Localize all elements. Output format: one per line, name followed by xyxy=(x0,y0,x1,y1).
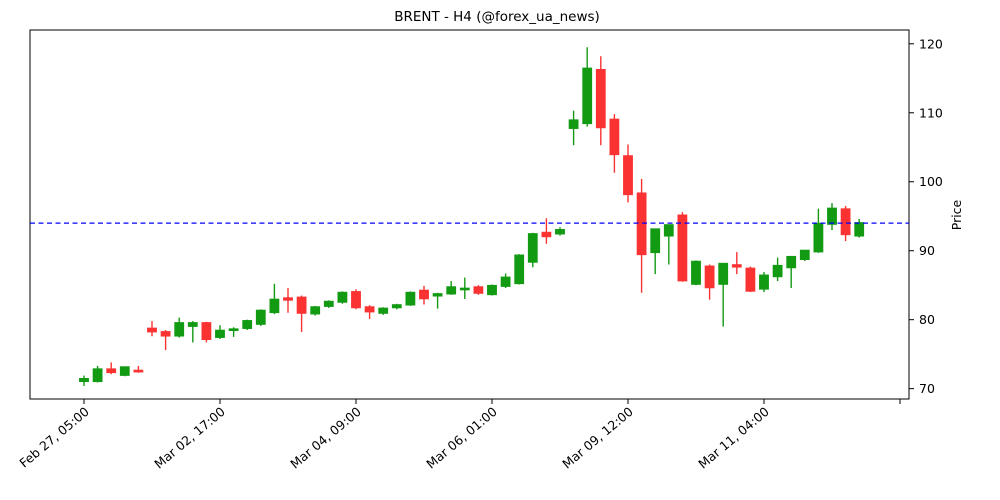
candle-body-up xyxy=(269,298,280,314)
candle-body-up xyxy=(187,322,198,327)
plot-area: 70 80 90 100 110 120 Price Feb 27, 05:00 Mar 02,… xyxy=(16,29,964,472)
y-tick-label: 90 xyxy=(919,243,935,258)
candle-body-up xyxy=(432,293,443,297)
candle-body-up xyxy=(718,262,729,285)
candle-body-up xyxy=(174,322,185,337)
candle-body-down xyxy=(609,118,620,156)
candle-body-up xyxy=(786,255,797,269)
candle-body-up xyxy=(663,224,674,237)
x-tick-label: Mar 11, 04:00 xyxy=(695,404,772,472)
candle-body-up xyxy=(759,274,769,290)
y-tick-label: 120 xyxy=(919,36,943,51)
candle-body-up xyxy=(568,119,579,129)
x-tick-label: Mar 06, 01:00 xyxy=(423,404,500,472)
y-tick-label: 110 xyxy=(919,105,943,120)
candle-body-up xyxy=(228,328,239,332)
candle-body-up xyxy=(242,320,253,329)
candle-body-down xyxy=(745,267,756,292)
candle-body-up xyxy=(500,276,511,287)
candle-body-up xyxy=(459,287,470,291)
candle-body-down xyxy=(623,155,633,196)
y-axis-title: Price xyxy=(949,199,964,230)
candle-body-up xyxy=(215,329,225,338)
y-tick-label: 80 xyxy=(919,312,935,327)
candle-body-up xyxy=(391,304,402,309)
x-tick-label: Mar 09, 12:00 xyxy=(559,404,636,472)
x-tick-label: Feb 27, 05:00 xyxy=(16,404,92,471)
candle-body-up xyxy=(555,229,565,235)
candle-body-up xyxy=(378,307,389,314)
candle-body-up xyxy=(772,264,783,278)
candle-body-up xyxy=(514,254,525,285)
candle-body-down xyxy=(283,297,293,301)
candle-body-up xyxy=(691,260,701,285)
candle-body-up xyxy=(446,286,457,295)
candle-body-down xyxy=(840,208,851,236)
candle-body-down xyxy=(595,69,606,129)
plot-border xyxy=(29,29,910,400)
candle-body-up xyxy=(799,249,810,260)
candle-body-down xyxy=(147,327,157,333)
candle-body-up xyxy=(813,222,824,253)
candle-body-down xyxy=(106,368,117,374)
candle-body-down xyxy=(419,289,429,300)
candle-body-up xyxy=(854,222,865,237)
candle-body-down xyxy=(541,231,552,238)
y-tick-label: 70 xyxy=(919,381,935,396)
candle-body-down xyxy=(201,322,212,340)
candle-body-down xyxy=(704,265,715,289)
candle-body-down xyxy=(351,291,361,309)
candle-body-down xyxy=(160,331,171,337)
candle-body-up xyxy=(323,300,334,307)
candle-body-down xyxy=(364,306,375,313)
y-tick-label: 100 xyxy=(919,174,943,189)
candle-body-up xyxy=(310,306,321,315)
x-tick-label: Mar 04, 09:00 xyxy=(287,404,364,472)
candle-body-up xyxy=(527,233,538,263)
candle-body-up xyxy=(487,284,497,296)
candle-body-up xyxy=(650,228,661,254)
x-tick-label: Mar 02, 17:00 xyxy=(151,404,228,472)
candle-body-down xyxy=(296,296,307,314)
candle-body-down xyxy=(677,214,688,282)
chart-title: BRENT - H4 (@forex_ua_news) xyxy=(394,9,600,25)
candle-body-up xyxy=(255,309,266,325)
candle-body-down xyxy=(636,192,647,256)
candle-body-down xyxy=(473,286,484,294)
candle-body-up xyxy=(827,207,837,225)
candle-body-up xyxy=(582,67,593,125)
candle-body-up xyxy=(92,368,103,383)
candle-body-up xyxy=(119,366,130,376)
candle-body-up xyxy=(79,378,89,383)
candle-body-up xyxy=(405,291,416,306)
candle-body-down xyxy=(133,369,144,373)
candle-body-down xyxy=(731,264,742,268)
candle-body-up xyxy=(337,291,348,303)
